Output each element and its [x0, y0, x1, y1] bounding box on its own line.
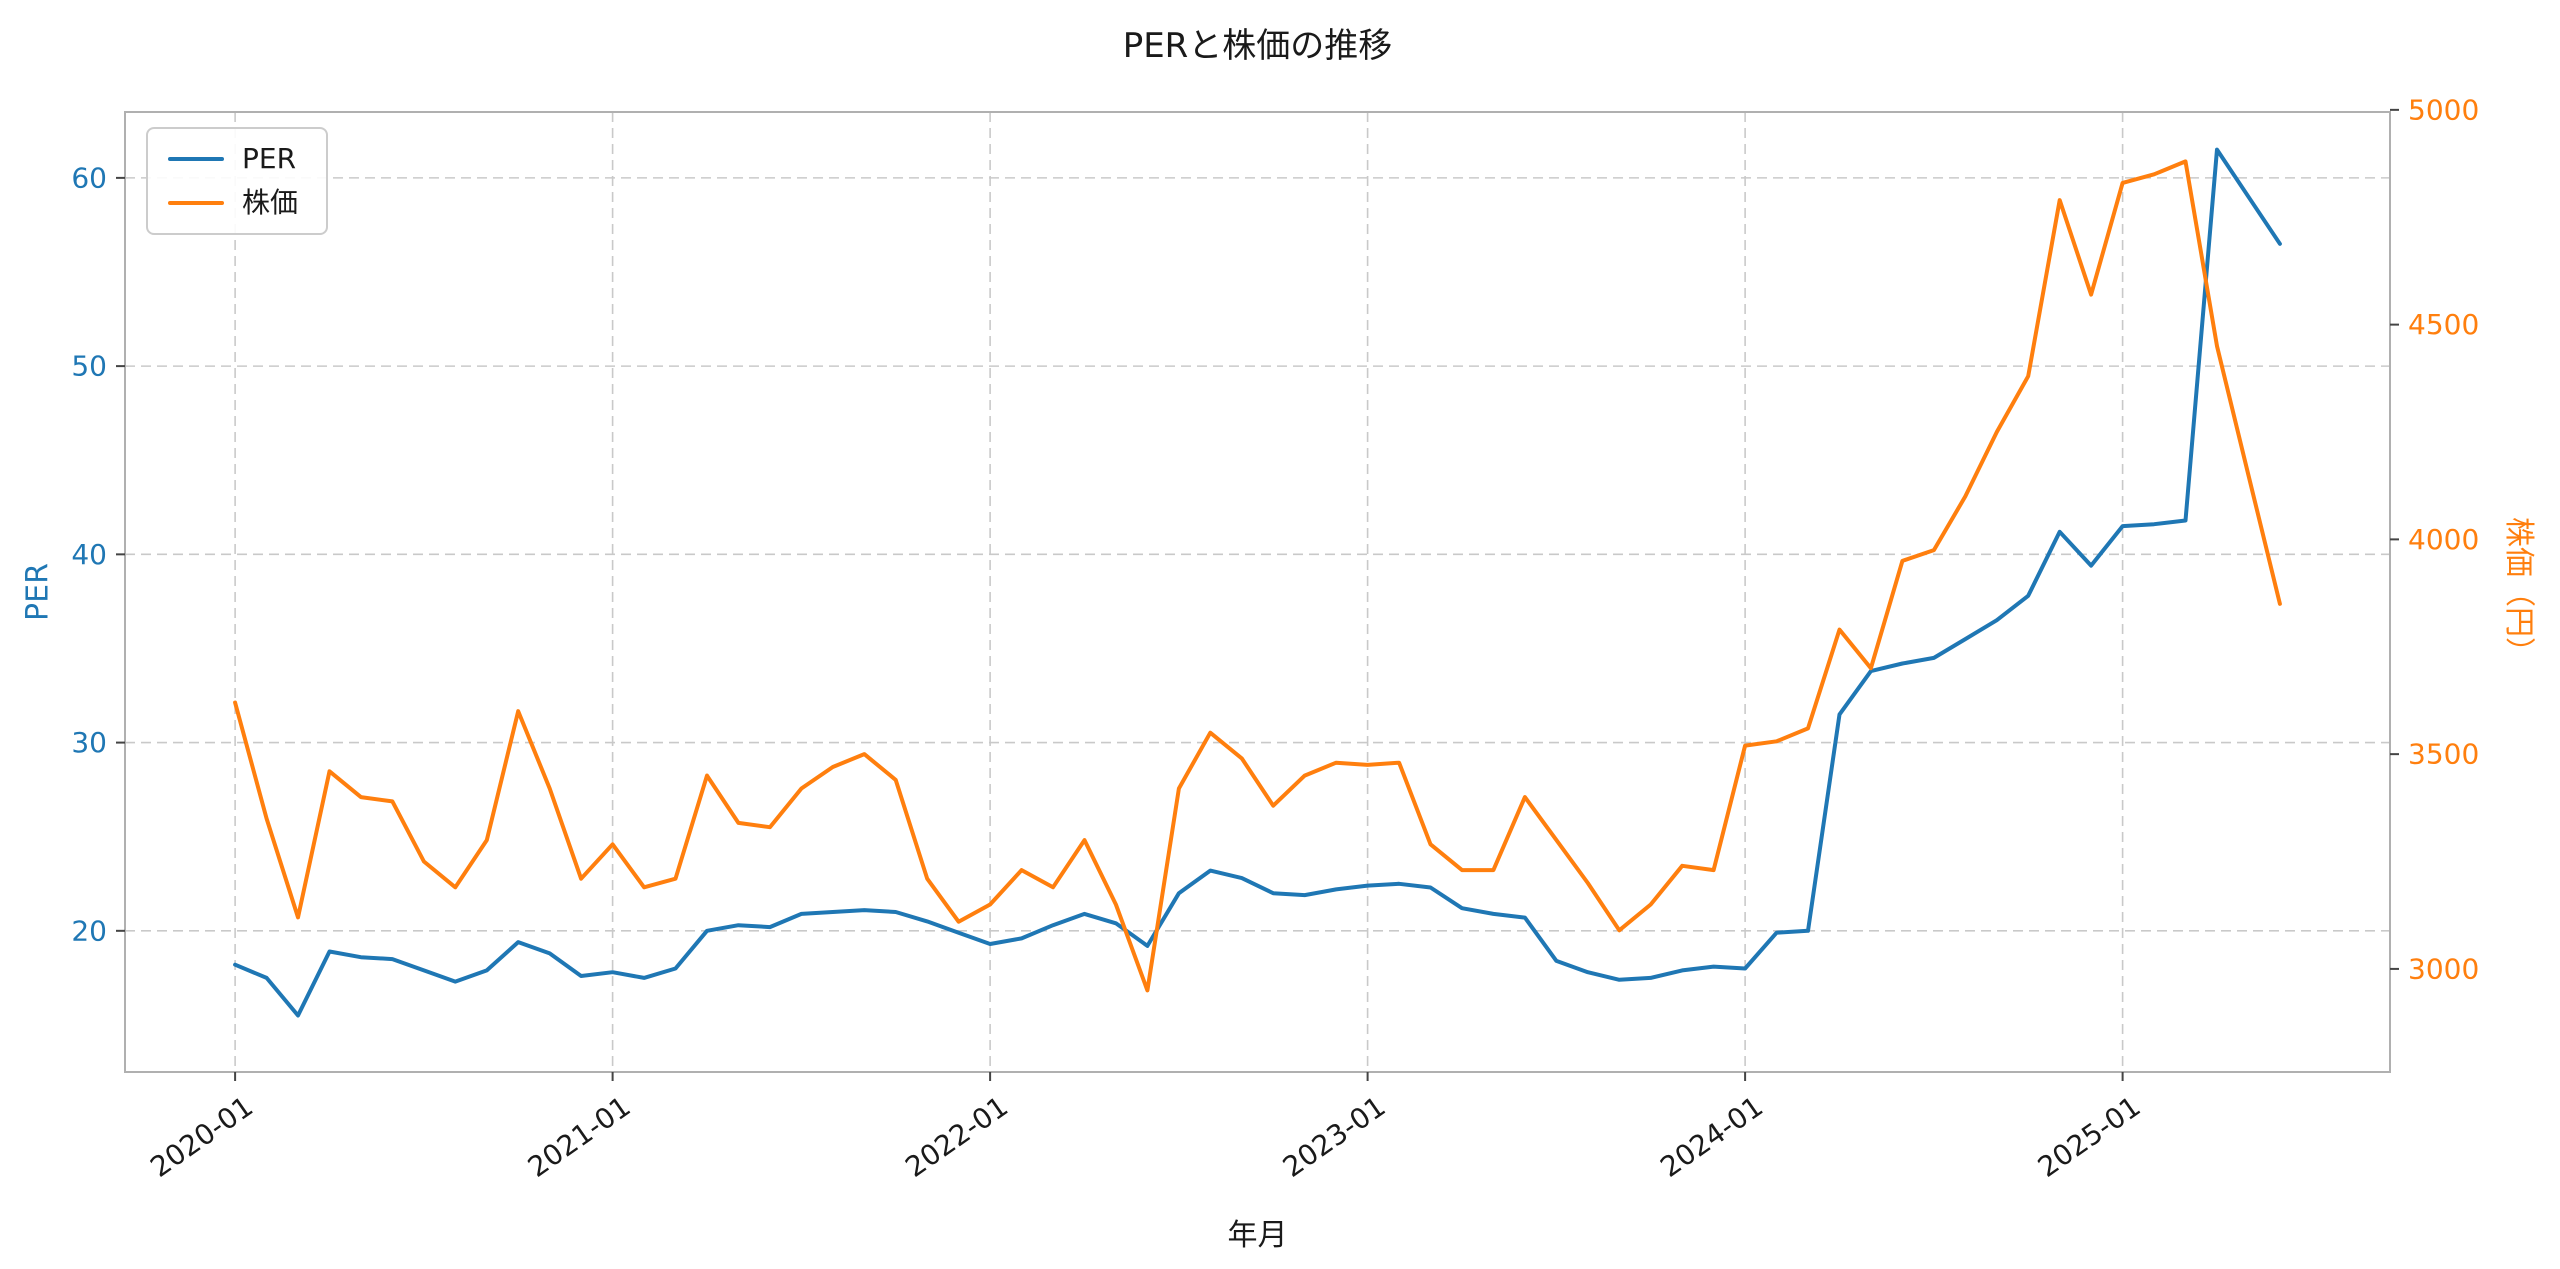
- y-tick-label-right: 4500: [2408, 308, 2479, 341]
- x-tick-label: 2022-01: [899, 1090, 1014, 1184]
- series-line-price: [233, 159, 2282, 993]
- y-tick-label-right: 5000: [2408, 93, 2479, 126]
- y-tick-label-right: 3500: [2408, 738, 2479, 771]
- x-tick-label: 2024-01: [1654, 1090, 1769, 1184]
- series-line-per: [233, 147, 2282, 1018]
- price-line-swatch: [168, 201, 224, 205]
- x-tick-label: 2023-01: [1277, 1090, 1392, 1184]
- legend-item-per: PER: [168, 145, 298, 173]
- y-tick-label-right: 3000: [2408, 952, 2479, 985]
- chart-title: PERと株価の推移: [1122, 26, 1393, 66]
- legend-label-per: PER: [242, 142, 297, 175]
- legend-item-price: 株価: [168, 189, 298, 217]
- y-tick-label-left: 30: [71, 726, 107, 759]
- x-tick-label: 2020-01: [144, 1090, 259, 1184]
- x-tick-label: 2021-01: [522, 1090, 637, 1184]
- legend: PER 株価: [146, 127, 329, 235]
- y-axis-label-right: 株価（円）: [2501, 517, 2536, 667]
- y-tick-label-left: 50: [71, 350, 107, 383]
- axes-frame: [124, 111, 2391, 1073]
- x-axis-label: 年月: [1227, 1218, 1288, 1253]
- y-tick-label-left: 60: [71, 161, 107, 194]
- x-tick-label: 2025-01: [2032, 1090, 2147, 1184]
- y-tick-label-left: 40: [71, 538, 107, 571]
- y-axis-label-left: PER: [20, 563, 56, 621]
- y-tick-label-right: 4000: [2408, 523, 2479, 556]
- per-line-swatch: [168, 157, 224, 161]
- y-tick-label-left: 20: [71, 914, 107, 947]
- legend-label-price: 株価: [242, 186, 299, 219]
